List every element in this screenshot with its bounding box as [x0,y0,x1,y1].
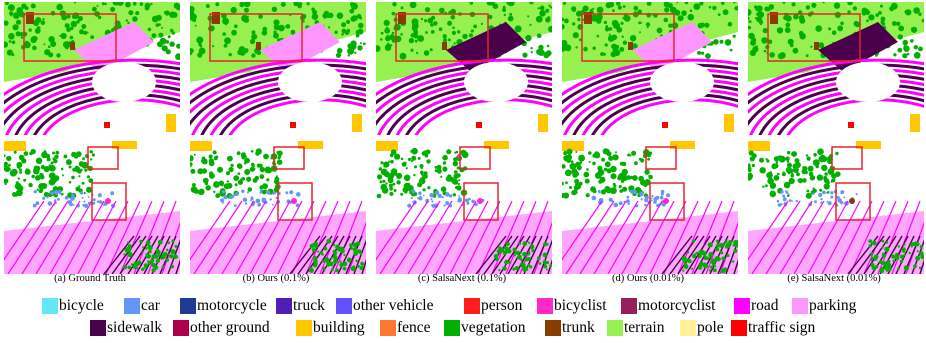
panel-row2-ground-truth [4,141,180,274]
panel-row2-salsanext-0-01 [748,141,924,274]
swatch-fence [380,320,396,336]
caption-salsanext-0-1: (c) SalsaNext (0.1%) [417,273,507,284]
point-cloud-render-row2-ours-0-01 [562,141,738,274]
legend-item-motorcycle: motorcycle [180,296,267,316]
swatch-bicyclist [537,298,553,314]
point-cloud-render-row1-salsanext-0-01 [748,2,924,135]
legend-item-other-ground: other ground [173,318,270,338]
panel-row2-salsanext-0-1 [376,141,552,274]
point-cloud-render-row1-ours-0-1 [190,2,366,135]
panel-row1-ours-0-1 [190,2,366,135]
swatch-other-ground [173,320,189,336]
panel-row1-ground-truth [4,2,180,135]
swatch-person [464,298,480,314]
caption-salsanext-0-01: (e) SalsaNext (0.01%) [787,273,881,284]
point-cloud-render-row1-ours-0-01 [562,2,738,135]
panel-row2-ours-0-1 [190,141,366,274]
figure-grid [4,2,924,274]
swatch-terrain [607,320,623,336]
legend-item-car: car [124,296,160,316]
swatch-vegetation [444,320,460,336]
legend-item-fence: fence [380,318,431,338]
swatch-motorcyclist [621,298,637,314]
legend-item-terrain: terrain [607,318,664,338]
legend-row-2: sidewalk other ground building fence veg… [0,318,926,340]
legend-item-parking: parking [792,296,856,316]
swatch-pole [680,320,696,336]
swatch-trunk [545,320,561,336]
legend-item-road: road [734,296,779,316]
point-cloud-render-row1-salsanext-0-1 [376,2,552,135]
point-cloud-render-row1-ground-truth [4,2,180,135]
panel-row1-ours-0-01 [562,2,738,135]
swatch-parking [792,298,808,314]
swatch-motorcycle [180,298,196,314]
caption-ground-truth: (a) Ground Truth [54,273,126,284]
panel-row1-salsanext-0-01 [748,2,924,135]
legend-item-motorcyclist: motorcyclist [621,296,716,316]
legend-item-bicyclist: bicyclist [537,296,607,316]
point-cloud-render-row2-ground-truth [4,141,180,274]
legend-item-traffic-sign: traffic sign [731,318,815,338]
legend-item-truck: truck [276,296,325,316]
swatch-truck [276,298,292,314]
legend-item-person: person [464,296,522,316]
swatch-car [124,298,140,314]
swatch-sidewalk [90,320,106,336]
point-cloud-render-row2-salsanext-0-01 [748,141,924,274]
caption-ours-0-1: (b) Ours (0.1%) [242,273,310,284]
point-cloud-render-row2-ours-0-1 [190,141,366,274]
panel-row2-ours-0-01 [562,141,738,274]
panel-row1-salsanext-0-1 [376,2,552,135]
legend-item-bicycle: bicycle [42,296,104,316]
caption-ours-0-01: (d) Ours (0.01%) [611,273,685,284]
legend-item-sidewalk: sidewalk [90,318,162,338]
swatch-bicycle [42,298,58,314]
legend-item-building: building [296,318,365,338]
point-cloud-render-row2-salsanext-0-1 [376,141,552,274]
legend-item-pole: pole [680,318,724,338]
legend-item-vegetation: vegetation [444,318,526,338]
legend-row-1: bicycle car motorcycle truck other vehic… [0,296,926,318]
swatch-other-vehicle [336,298,352,314]
legend-item-trunk: trunk [545,318,595,338]
swatch-building [296,320,312,336]
legend-item-other-vehicle: other vehicle [336,296,433,316]
swatch-road [734,298,750,314]
swatch-traffic-sign [731,320,747,336]
